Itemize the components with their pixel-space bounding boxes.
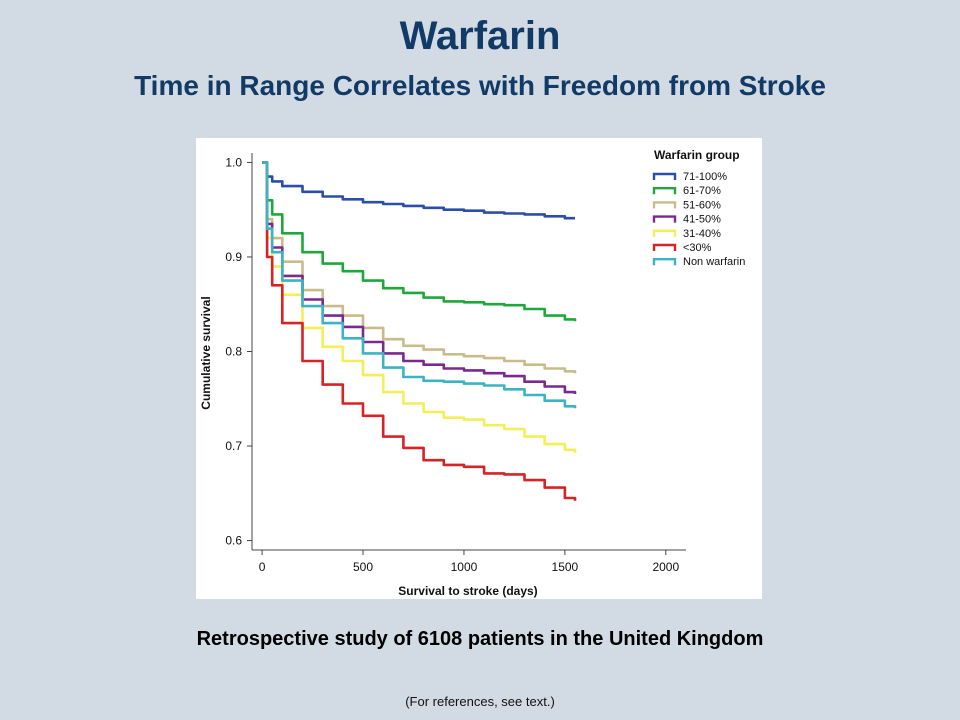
series-line--30- xyxy=(262,161,577,501)
series-line-51-60- xyxy=(262,161,577,374)
x-tick-label: 2000 xyxy=(652,560,679,574)
legend-label: 31-40% xyxy=(683,228,721,240)
legend-label: 41-50% xyxy=(683,214,721,226)
legend-swatch xyxy=(652,172,677,180)
legend-swatch xyxy=(652,258,677,266)
survival-chart-panel: 0.6 0.7 0.8 0.9 1.0 0 500 1000 1500 2000 71-100% 6… xyxy=(196,138,762,599)
legend-entry: 31-40% xyxy=(652,228,721,240)
series-line-non-warfarin xyxy=(262,161,577,409)
x-tick-label: 500 xyxy=(353,560,373,574)
x-tick-label: 1000 xyxy=(451,560,478,574)
legend-swatch xyxy=(652,229,677,237)
y-tick-label: 1.0 xyxy=(225,155,242,169)
legend-label: 71-100% xyxy=(683,171,727,183)
legend-entry: 51-60% xyxy=(652,199,721,211)
slide-subtitle: Time in Range Correlates with Freedom fr… xyxy=(134,70,826,101)
y-tick-label: 0.6 xyxy=(225,534,242,548)
legend-label: Non warfarin xyxy=(683,256,745,268)
chart-series xyxy=(262,161,577,501)
y-tick-label: 0.9 xyxy=(225,250,242,264)
chart-axes: 0.6 0.7 0.8 0.9 1.0 0 500 1000 1500 2000 xyxy=(225,153,686,574)
legend-label: <30% xyxy=(683,242,712,254)
x-axis-label: Survival to stroke (days) xyxy=(398,584,537,598)
series-line-41-50- xyxy=(262,161,577,394)
legend-entry: 71-100% xyxy=(652,171,727,183)
legend-title: Warfarin group xyxy=(654,148,740,162)
survival-chart: 0.6 0.7 0.8 0.9 1.0 0 500 1000 1500 2000 71-100% 6… xyxy=(199,148,745,598)
legend-swatch xyxy=(652,201,677,209)
y-tick-label: 0.7 xyxy=(225,439,242,453)
legend-entry: 41-50% xyxy=(652,214,721,226)
legend-swatch xyxy=(652,243,677,251)
legend-entry: 61-70% xyxy=(652,185,721,197)
legend-entry: <30% xyxy=(652,242,712,254)
y-tick-label: 0.8 xyxy=(225,345,242,359)
legend-swatch xyxy=(652,187,677,195)
series-line-61-70- xyxy=(262,161,577,322)
y-axis-label: Cumulative survival xyxy=(199,296,213,409)
chart-legend: 71-100% 61-70% 51-60% 41-50% 31-40% <30% Non w… xyxy=(652,171,745,268)
legend-entry: Non warfarin xyxy=(652,256,745,268)
references-footnote: (For references, see text.) xyxy=(405,694,555,709)
x-tick-label: 0 xyxy=(259,560,266,574)
series-line-71-100- xyxy=(262,161,575,220)
study-caption: Retrospective study of 6108 patients in … xyxy=(196,628,764,650)
legend-label: 61-70% xyxy=(683,185,721,197)
legend-label: 51-60% xyxy=(683,199,721,211)
legend-swatch xyxy=(652,215,677,223)
x-tick-label: 1500 xyxy=(552,560,579,574)
slide-title: Warfarin xyxy=(399,14,561,58)
